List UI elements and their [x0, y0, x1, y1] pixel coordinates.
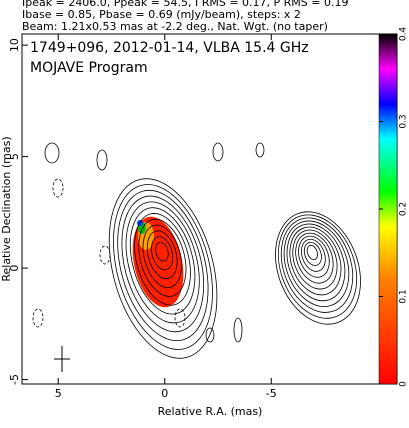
- contour: [277, 214, 357, 319]
- colorbar-tick-label: 0.1: [399, 289, 409, 303]
- contour: [301, 238, 326, 272]
- contour: [129, 207, 196, 315]
- y-tick-label: 10: [8, 38, 21, 52]
- contour: [151, 236, 174, 271]
- contour: [32, 308, 44, 328]
- colorbar-tick-label: 0.4: [399, 27, 409, 42]
- header-line: Ipeak = 2406.0, Ppeak = 54.5, I RMS = 0.…: [22, 0, 349, 9]
- contour: [155, 242, 169, 262]
- colorbar-tick-label: 0.2: [399, 202, 409, 216]
- contour: [146, 230, 178, 280]
- contour: [52, 178, 64, 198]
- polarization: [137, 220, 143, 226]
- contour: [292, 229, 338, 290]
- y-label: Relative Declination (mas): [0, 136, 13, 281]
- contour: [44, 142, 60, 164]
- contour: [289, 226, 342, 296]
- header-line: Beam: 1.21x0.53 mas at -2.2 deg., Nat. W…: [22, 20, 328, 33]
- contour: [205, 327, 215, 343]
- contour: [295, 232, 334, 284]
- contour: [255, 142, 265, 158]
- subtitle: MOJAVE Program: [30, 60, 148, 76]
- contour: [121, 195, 205, 333]
- contour: [233, 317, 243, 343]
- contour: [117, 189, 209, 342]
- beam: [54, 346, 70, 372]
- contour: [96, 149, 108, 171]
- contour: [212, 142, 224, 162]
- contour: [138, 218, 187, 297]
- contours: [32, 142, 361, 359]
- y-tick-label: 5: [8, 153, 21, 160]
- contour: [306, 244, 318, 261]
- colorbar-tick-label: 0: [399, 381, 409, 387]
- x-tick-label: 0: [161, 387, 168, 400]
- contour: [286, 223, 346, 302]
- x-tick-label: -5: [266, 387, 277, 400]
- contour: [303, 241, 322, 266]
- x-label: Relative R.A. (mas): [158, 405, 263, 418]
- contour: [275, 211, 361, 325]
- y-tick-label: -5: [8, 374, 21, 385]
- x-tick-label: 5: [55, 387, 62, 400]
- contour: [108, 178, 218, 359]
- contour: [125, 201, 200, 324]
- contour: [113, 184, 213, 350]
- contour: [134, 213, 191, 306]
- contour: [280, 217, 354, 313]
- contour: [174, 308, 186, 328]
- contour: [142, 224, 182, 288]
- header-line: Ibase = 0.85, Pbase = 0.69 (mJy/beam), s…: [22, 8, 301, 21]
- colorbar-tick-label: 0.3: [399, 114, 409, 128]
- y-tick-label: 0: [8, 265, 21, 272]
- plot-frame: [21, 33, 398, 385]
- title: 1749+096, 2012-01-14, VLBA 15.4 GHz: [30, 40, 309, 56]
- contour: [298, 235, 330, 278]
- contour: [283, 220, 350, 307]
- contour: [99, 245, 111, 265]
